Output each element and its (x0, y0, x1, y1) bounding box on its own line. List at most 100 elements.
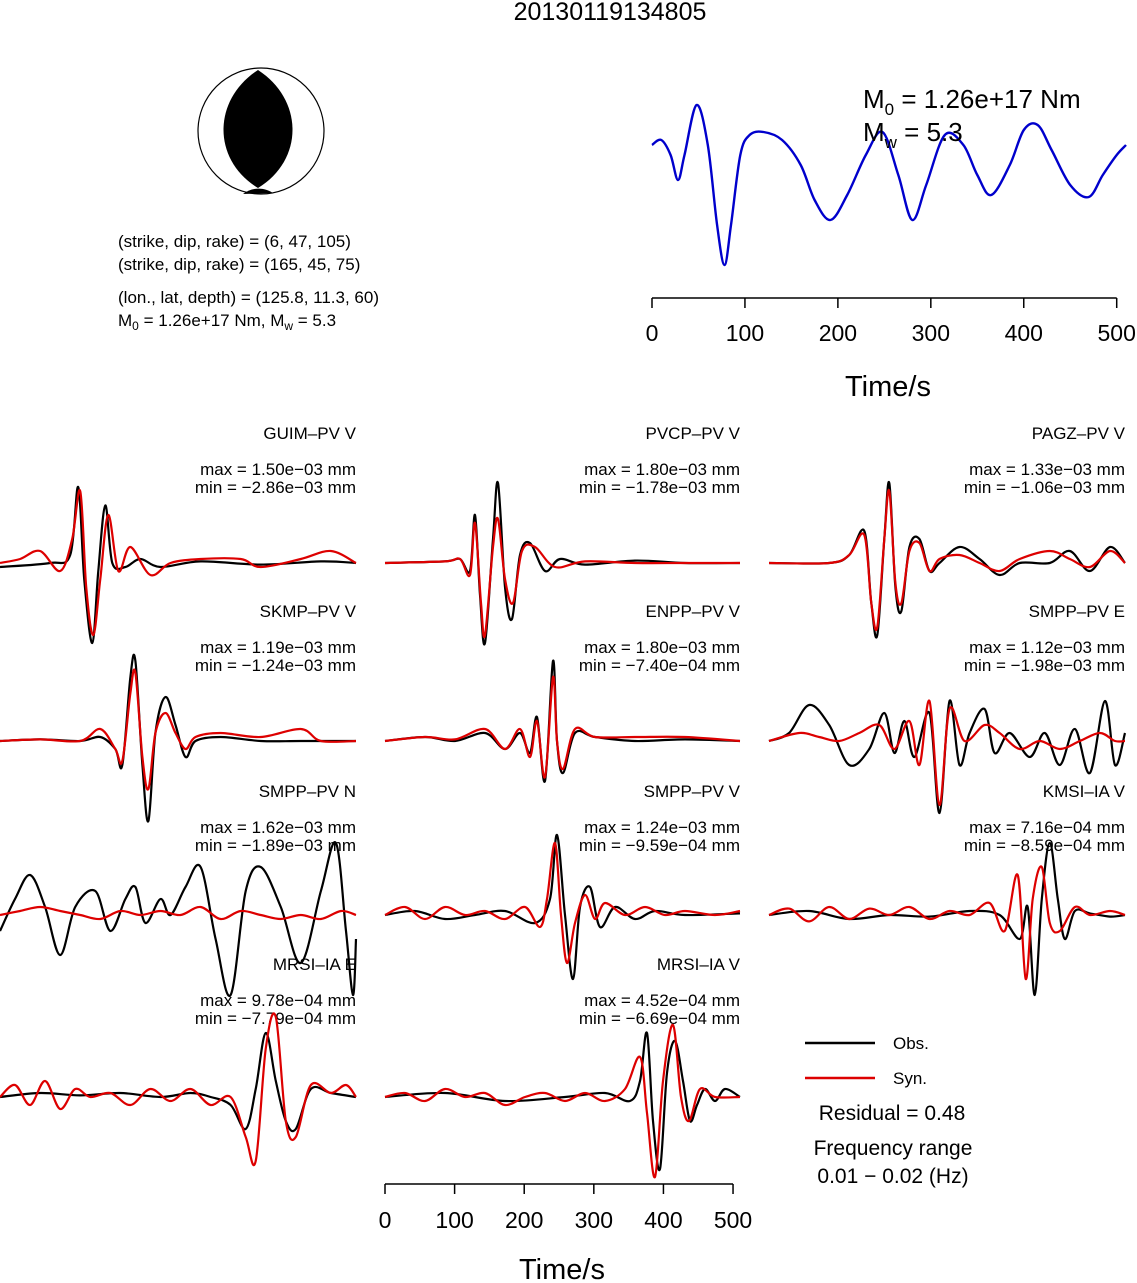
bottom-x-axis: 0 100 200 300 400 500 (379, 1183, 752, 1233)
moment-magnitude-line: M0 = 1.26e+17 Nm, Mw = 5.3 (118, 311, 336, 333)
station-max: max = 1.62e−03 mm (200, 818, 356, 837)
beachball-compressional-lobe (223, 70, 293, 188)
station-max: max = 1.80e−03 mm (584, 638, 740, 657)
synthetic-trace (0, 905, 357, 921)
station-max: max = 1.80e−03 mm (584, 460, 740, 479)
bottom-tick-label: 0 (379, 1207, 392, 1233)
synthetic-trace (0, 1012, 357, 1167)
station-max: max = 9.78e−04 mm (200, 991, 356, 1010)
synthetic-trace (0, 668, 357, 791)
synthetic-trace (0, 489, 357, 637)
station-min: min = −2.86e−03 mm (195, 478, 356, 497)
bottom-x-label: Time/s (519, 1254, 605, 1283)
stf-m0-symbol: M (863, 84, 885, 114)
station-min: min = −1.06e−03 mm (964, 478, 1125, 497)
figure-title: 20130119134805 (514, 0, 707, 26)
synthetic-trace (768, 488, 1126, 632)
bottom-tick-label: 400 (644, 1207, 682, 1233)
synthetic-trace (384, 675, 741, 779)
stf-mw-symbol: M (863, 117, 885, 147)
strike-dip-rake-1: (strike, dip, rake) = (6, 47, 105) (118, 232, 351, 251)
station-min: min = −1.78e−03 mm (579, 478, 740, 497)
legend: Obs. Syn. (805, 1034, 929, 1088)
stf-tick-label: 500 (1098, 320, 1136, 346)
station-name: PAGZ–PV V (1032, 424, 1126, 443)
stf-mw-value: = 5.3 (897, 117, 963, 147)
stf-x-axis: 0 100 200 300 400 500 (646, 297, 1136, 346)
synthetic-trace (384, 841, 741, 965)
residual-label: Residual = 0.48 (819, 1102, 966, 1125)
station-max: max = 1.50e−03 mm (200, 460, 356, 479)
observed-trace (0, 841, 358, 997)
legend-obs-label: Obs. (893, 1034, 929, 1053)
stf-tick-label: 200 (819, 320, 857, 346)
bottom-tick-label: 100 (435, 1207, 473, 1233)
station-max: max = 7.16e−04 mm (969, 818, 1125, 837)
stf-tick-label: 0 (646, 320, 659, 346)
bottom-tick-label: 300 (575, 1207, 613, 1233)
beachball-bottom-lobe (243, 188, 273, 194)
m0-symbol: M (118, 311, 132, 330)
station-max: max = 1.12e−03 mm (969, 638, 1125, 657)
station-min: min = −7.40e−04 mm (579, 656, 740, 675)
station-max: max = 1.19e−03 mm (200, 638, 356, 657)
station-max: max = 1.24e−03 mm (584, 818, 740, 837)
observed-trace (384, 833, 741, 981)
stf-m0-label: M0 = 1.26e+17 Nm (863, 84, 1081, 119)
lon-lat-depth: (lon., lat, depth) = (125.8, 11.3, 60) (118, 288, 379, 307)
stf-mw-label: Mw = 5.3 (863, 117, 963, 152)
station-min: min = −6.69e−04 mm (579, 1009, 740, 1028)
synthetic-trace (768, 699, 1126, 807)
station-min: min = −9.59e−04 mm (579, 836, 740, 855)
frequency-range-label: Frequency range (814, 1137, 973, 1160)
stf-panel: M0 = 1.26e+17 Nm Mw = 5.3 0 100 200 300 400 5… (646, 84, 1136, 403)
station-name: SMPP–PV N (259, 782, 356, 801)
station-name: KMSI–IA V (1043, 782, 1126, 801)
station-name: SMPP–PV E (1029, 602, 1125, 621)
synthetic-trace (384, 516, 740, 639)
station-name: MRSI–IA E (273, 955, 356, 974)
mw-subscript: w (283, 319, 293, 333)
strike-dip-rake-2: (strike, dip, rake) = (165, 45, 75) (118, 255, 360, 274)
synthetic-trace (384, 1023, 741, 1179)
station-min: min = −1.24e−03 mm (195, 656, 356, 675)
observed-trace (0, 653, 356, 823)
station-name: GUIM–PV V (263, 424, 356, 443)
mw-value: = 5.3 (293, 311, 336, 330)
stf-m0-subscript: 0 (885, 100, 894, 119)
station-name: MRSI–IA V (657, 955, 741, 974)
frequency-range-value: 0.01 − 0.02 (Hz) (817, 1165, 968, 1188)
legend-syn-label: Syn. (893, 1069, 927, 1088)
stf-tick-label: 100 (726, 320, 764, 346)
station-min: min = −8.59e−04 mm (964, 836, 1125, 855)
stf-m0-value: = 1.26e+17 Nm (894, 84, 1080, 114)
station-name: SKMP–PV V (260, 602, 357, 621)
station-name: SMPP–PV V (644, 782, 741, 801)
station-max: max = 4.52e−04 mm (584, 991, 740, 1010)
station-name: PVCP–PV V (646, 424, 741, 443)
m0-subscript: 0 (132, 319, 139, 333)
station-name: ENPP–PV V (646, 602, 741, 621)
stf-mw-subscript: w (884, 133, 898, 152)
beachball (197, 67, 325, 195)
observed-trace (384, 659, 741, 783)
station-min: min = −1.89e−03 mm (195, 836, 356, 855)
stf-x-label: Time/s (845, 371, 931, 403)
stf-tick-label: 300 (912, 320, 950, 346)
synthetic-trace (768, 865, 1126, 981)
stf-line (651, 103, 1127, 267)
stf-tick-label: 400 (1005, 320, 1043, 346)
